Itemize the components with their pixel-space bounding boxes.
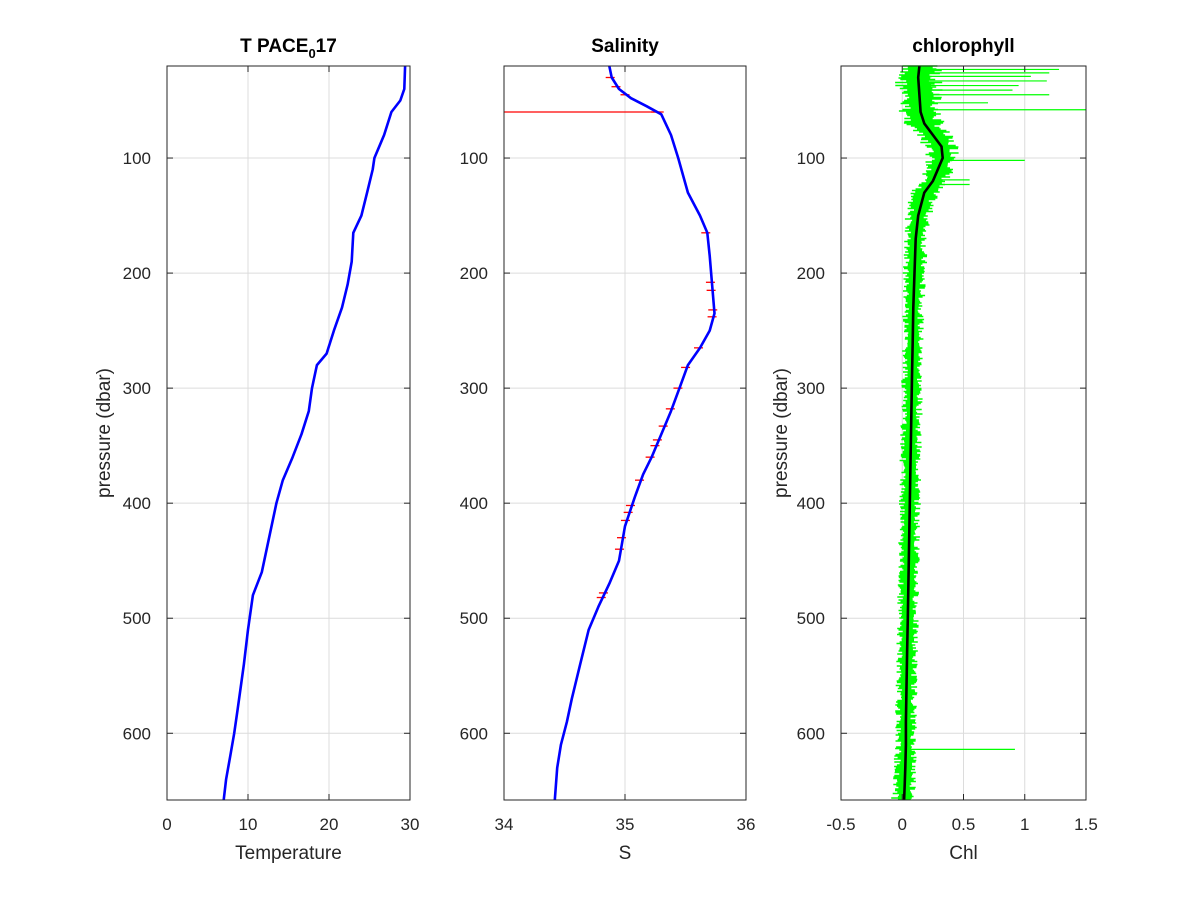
x-tick-label: 1 xyxy=(1020,815,1029,834)
y-tick-label: 100 xyxy=(797,149,825,168)
x-axis-label: Temperature xyxy=(235,843,342,864)
y-tick-label: 200 xyxy=(797,264,825,283)
chart-title: Salinity xyxy=(591,36,659,57)
x-axis-label: Chl xyxy=(949,843,978,864)
y-tick-label: 300 xyxy=(123,379,151,398)
y-tick-label: 300 xyxy=(797,379,825,398)
axes-frame xyxy=(166,65,411,801)
x-tick-label: 0.5 xyxy=(952,815,976,834)
y-tick-label: 100 xyxy=(123,149,151,168)
x-tick-label: -0.5 xyxy=(826,815,855,834)
plot-area xyxy=(167,66,410,800)
y-tick-label: 400 xyxy=(460,494,488,513)
series-line xyxy=(553,65,716,801)
series-line xyxy=(222,65,407,801)
chlorophyll-panel: -0.5 0 0.5 1 1.5 100 200 300 400 500 600 Chl pressur… xyxy=(771,36,1098,864)
chart-title: T PACE017 xyxy=(240,36,337,61)
y-tick-label: 200 xyxy=(123,264,151,283)
y-tick-label: 600 xyxy=(460,724,488,743)
y-axis-label: pressure (dbar) xyxy=(94,368,115,498)
y-tick-label: 500 xyxy=(460,609,488,628)
x-tick-label: 20 xyxy=(320,815,339,834)
y-tick-label: 500 xyxy=(797,609,825,628)
x-tick-label: 30 xyxy=(401,815,420,834)
chart-title: chlorophyll xyxy=(912,36,1014,57)
x-tick-label: 1.5 xyxy=(1074,815,1098,834)
y-tick-label: 400 xyxy=(797,494,825,513)
x-tick-label: 36 xyxy=(737,815,756,834)
y-axis-label: pressure (dbar) xyxy=(771,368,792,498)
x-tick-label: 0 xyxy=(162,815,171,834)
y-tick-label: 300 xyxy=(460,379,488,398)
y-tick-label: 400 xyxy=(123,494,151,513)
y-tick-label: 600 xyxy=(123,724,151,743)
x-tick-label: 0 xyxy=(898,815,907,834)
x-tick-label: 35 xyxy=(616,815,635,834)
x-tick-label: 34 xyxy=(495,815,514,834)
temperature-panel: 0 10 20 30 100 200 300 400 500 600 Temperature pres… xyxy=(94,36,419,864)
y-tick-label: 200 xyxy=(460,264,488,283)
y-tick-label: 100 xyxy=(460,149,488,168)
series-line xyxy=(902,65,944,801)
y-tick-label: 500 xyxy=(123,609,151,628)
x-tick-label: 10 xyxy=(239,815,258,834)
y-tick-label: 600 xyxy=(797,724,825,743)
salinity-panel: 34 35 36 100 200 300 400 500 600 S Salinity xyxy=(460,36,756,864)
x-axis-label: S xyxy=(619,843,632,864)
